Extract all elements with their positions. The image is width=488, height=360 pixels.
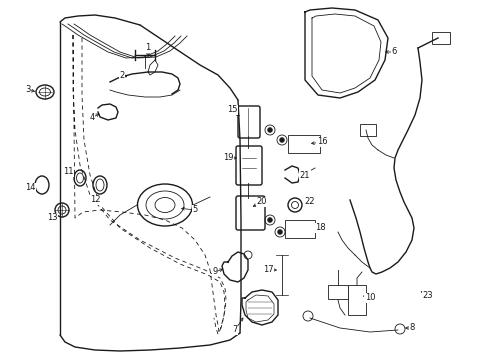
- Text: 16: 16: [316, 138, 326, 147]
- Text: 2: 2: [119, 71, 124, 80]
- Bar: [359, 124, 375, 136]
- Ellipse shape: [155, 198, 175, 212]
- Ellipse shape: [35, 176, 49, 194]
- Ellipse shape: [36, 85, 54, 99]
- Bar: [327, 285, 347, 299]
- Ellipse shape: [40, 88, 50, 96]
- Circle shape: [277, 230, 282, 234]
- Bar: [287, 135, 319, 153]
- Text: 23: 23: [422, 291, 432, 300]
- Text: 8: 8: [408, 324, 414, 333]
- Text: 13: 13: [46, 213, 57, 222]
- Ellipse shape: [96, 179, 104, 191]
- Text: 5: 5: [192, 206, 197, 215]
- Text: 15: 15: [226, 105, 237, 114]
- Text: 1: 1: [145, 44, 150, 53]
- Text: 4: 4: [89, 113, 95, 122]
- Text: 3: 3: [25, 85, 31, 94]
- Text: 9: 9: [212, 267, 217, 276]
- Text: 18: 18: [314, 224, 325, 233]
- Ellipse shape: [74, 170, 86, 186]
- Ellipse shape: [76, 173, 83, 183]
- Ellipse shape: [137, 184, 192, 226]
- Text: 7: 7: [232, 325, 237, 334]
- FancyBboxPatch shape: [236, 146, 262, 185]
- Ellipse shape: [58, 206, 66, 214]
- Text: 10: 10: [364, 293, 374, 302]
- Ellipse shape: [93, 176, 107, 194]
- Circle shape: [267, 127, 272, 132]
- Text: 6: 6: [390, 48, 396, 57]
- Bar: [347, 285, 365, 315]
- Ellipse shape: [55, 203, 69, 217]
- Text: 14: 14: [25, 184, 35, 193]
- Text: 22: 22: [304, 198, 315, 207]
- Ellipse shape: [146, 191, 183, 219]
- Circle shape: [279, 138, 284, 143]
- Text: 20: 20: [256, 198, 267, 207]
- Text: 19: 19: [223, 153, 233, 162]
- Bar: [285, 220, 314, 238]
- Text: 17: 17: [262, 266, 273, 274]
- FancyBboxPatch shape: [238, 106, 260, 138]
- Text: 11: 11: [62, 167, 73, 176]
- Text: 21: 21: [299, 171, 309, 180]
- Circle shape: [267, 217, 272, 222]
- Bar: [431, 32, 449, 44]
- FancyBboxPatch shape: [236, 196, 264, 230]
- Text: 12: 12: [90, 195, 100, 204]
